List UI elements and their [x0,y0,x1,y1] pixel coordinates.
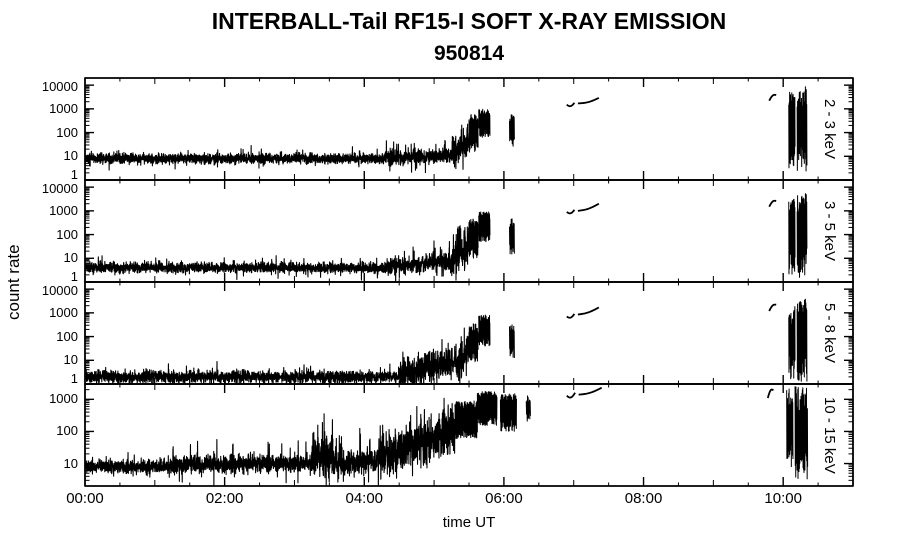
y-tick-label: 10000 [41,283,78,299]
x-tick-label: 08:00 [624,490,663,507]
chart-title: INTERBALL-Tail RF15-I SOFT X-RAY EMISSIO… [211,8,727,34]
panel-energy-label: 3 - 5 keV [821,180,880,282]
x-tick-label: 06:00 [485,490,523,507]
y-tick-label: 10 [63,250,78,266]
x-tick-label: 02:00 [205,490,244,507]
y-tick-label: 1000 [49,100,78,116]
x-axis-label: time UT [442,514,496,531]
x-tick-label: 04:00 [345,490,384,507]
y-tick-label: 10000 [41,79,78,95]
panel-energy-label: 5 - 8 keV [821,282,880,384]
y-tick-label: 100 [56,226,78,242]
y-tick-label: 1000 [49,304,78,320]
panel-energy-label: 10 - 15 keV [821,384,880,486]
y-tick-label: 1 [70,269,78,284]
y-tick-label: 1 [70,371,78,386]
y-tick-label: 100 [56,124,78,140]
y-tick-label: 100 [56,328,78,344]
y-tick-label: 10000 [41,181,78,197]
chart-subtitle: 950814 [433,42,505,65]
y-tick-label: 10 [63,455,78,471]
panel-energy-label: 2 - 3 keV [821,78,880,180]
x-tick-label: 10:00 [764,490,802,507]
y-tick-label: 1000 [49,202,78,218]
y-tick-label: 100 [56,423,78,439]
y-tick-label: 10 [63,352,78,368]
y-axis-label: count rate [4,244,23,320]
y-tick-label: 1 [70,167,78,182]
x-tick-label: 00:00 [66,490,104,507]
y-tick-label: 10 [63,148,78,164]
y-tick-label: 1000 [49,391,78,407]
